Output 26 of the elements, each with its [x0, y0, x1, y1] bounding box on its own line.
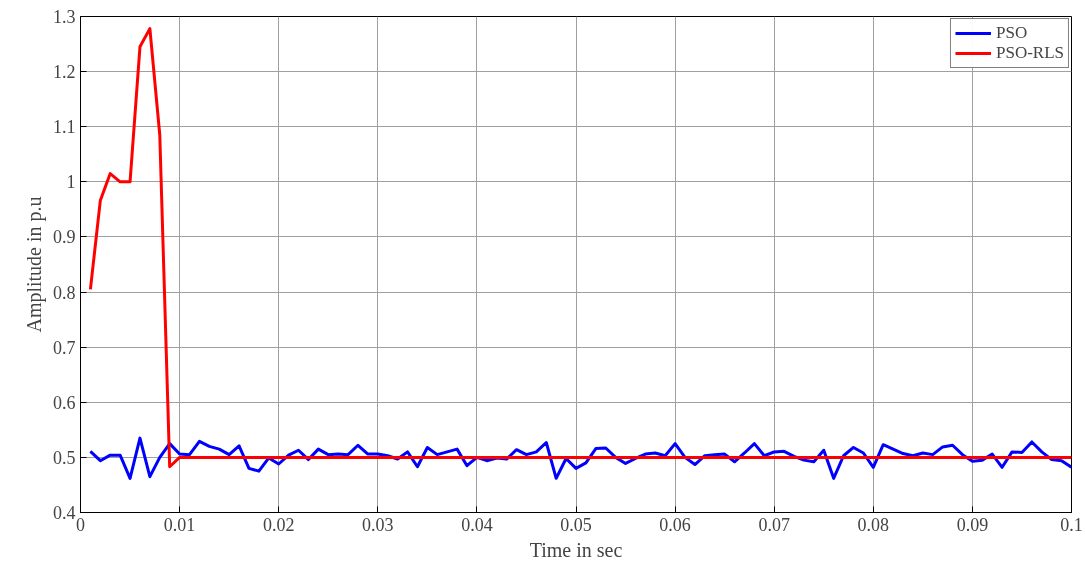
y-tick-label: 1.1: [53, 117, 76, 138]
y-axis-title: Amplitude in p.u: [23, 196, 46, 333]
x-tick-label: 0.09: [956, 514, 989, 535]
line-series: [88, 27, 1072, 469]
x-tick-label: 0.05: [560, 514, 592, 535]
legend-label: PSO-RLS: [995, 43, 1064, 63]
y-tick-label: 1.3: [53, 7, 76, 27]
y-tick-label: 1: [66, 172, 76, 193]
x-tick-label: 0.02: [262, 514, 295, 535]
x-tick-label: 0.03: [362, 514, 394, 535]
y-tick-label: 0.7: [53, 337, 76, 358]
x-tick-label: 0.01: [163, 514, 196, 535]
legend-label: PSO: [995, 23, 1028, 43]
y-tick-label: 0.4: [53, 503, 76, 523]
x-tick-label: 0.07: [758, 514, 790, 535]
y-tick-label: 1.2: [53, 62, 76, 83]
y-tick-label: 0.8: [53, 282, 76, 303]
x-tick-label: 0.08: [857, 514, 890, 535]
x-tick-label: 0.06: [659, 514, 691, 535]
y-tick-label: 0.5: [53, 447, 76, 468]
y-tick-label: 0.6: [53, 392, 76, 413]
x-tick-label: 0.1: [1060, 514, 1083, 535]
x-tick-label: 0.04: [461, 514, 493, 535]
x-axis-title: Time in sec: [529, 538, 623, 561]
y-tick-label: 0.9: [53, 227, 76, 248]
x-tick-label: 0: [76, 514, 85, 535]
